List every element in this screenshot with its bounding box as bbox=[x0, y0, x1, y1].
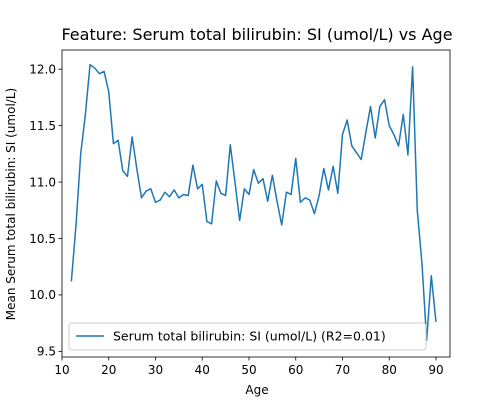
x-tick-label: 20 bbox=[101, 363, 116, 377]
x-tick-label: 40 bbox=[195, 363, 210, 377]
x-tick-label: 50 bbox=[241, 363, 256, 377]
x-tick-label: 90 bbox=[428, 363, 443, 377]
x-tick-label: 10 bbox=[54, 363, 69, 377]
x-tick-label: 30 bbox=[148, 363, 163, 377]
y-axis-label: Mean Serum total bilirubin: SI (umol/L) bbox=[4, 88, 18, 320]
x-axis-label: Age bbox=[245, 383, 268, 397]
legend-box bbox=[68, 322, 427, 351]
series-line-0 bbox=[70, 63, 437, 341]
y-tick-label: 11.5 bbox=[29, 119, 56, 133]
y-tick-label: 10.0 bbox=[29, 288, 56, 302]
y-tick-label: 10.5 bbox=[29, 232, 56, 246]
y-tick-label: 12.0 bbox=[29, 62, 56, 76]
y-tick-label: 9.5 bbox=[37, 345, 56, 359]
chart-title: Feature: Serum total bilirubin: SI (umol… bbox=[61, 25, 452, 44]
plot-frame bbox=[61, 49, 451, 358]
legend-label: Serum total bilirubin: SI (umol/L) (R2=0… bbox=[113, 329, 386, 344]
x-tick-label: 70 bbox=[335, 363, 350, 377]
x-tick-label: 80 bbox=[382, 363, 397, 377]
x-tick-label: 60 bbox=[288, 363, 303, 377]
plot-area: 10 20 30 40 50 60 70 80 90 9.5 10.0 10.5 11.0 11.5 12.… bbox=[29, 49, 451, 377]
y-tick-label: 11.0 bbox=[29, 175, 56, 189]
